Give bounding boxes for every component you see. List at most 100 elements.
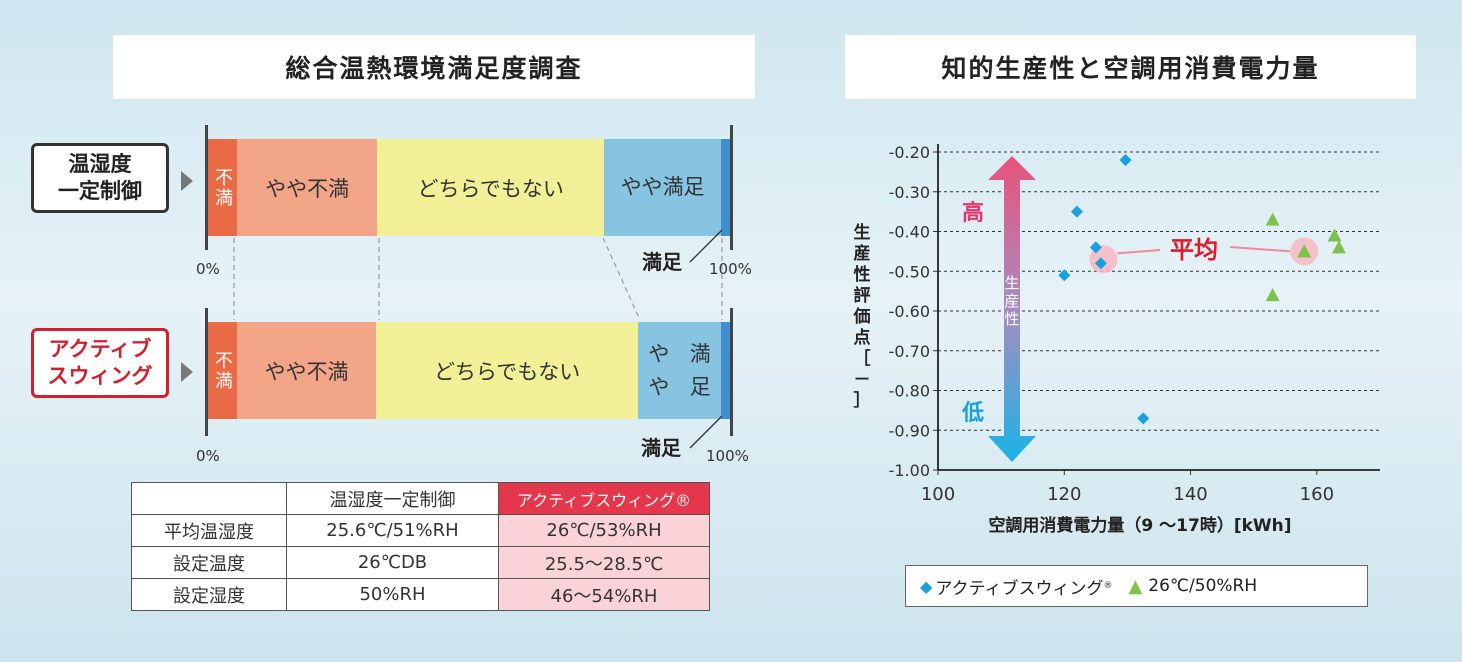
- table-cell: 50%RH: [286, 578, 499, 611]
- data-points: [1058, 153, 1346, 425]
- segment-label-line: 満足: [662, 175, 705, 199]
- x-tick-label: 160: [1300, 484, 1334, 505]
- y-tick-label: -0.30: [889, 183, 930, 202]
- table-cell: 平均温湿度: [131, 514, 287, 547]
- manzoku-label: 満足: [641, 436, 681, 460]
- table-row: 設定湿度 50%RH 46～54%RH: [131, 578, 710, 611]
- axes: -0.20 -0.30 -0.40 -0.50 -0.60 -0.70 -0.80 -0.90…: [889, 143, 1380, 505]
- bar-right-axis: [730, 125, 733, 250]
- diamond-point: [1094, 257, 1107, 270]
- bar-connectors: [233, 229, 723, 449]
- y-axis-label-char: 生: [854, 222, 871, 243]
- table-cell: 設定湿度: [131, 578, 287, 611]
- label-constant-control: 温湿度 一定制御: [31, 143, 169, 213]
- satisfaction-bar-constant: 不満 やや不満 どちらでもない やや 満足: [207, 139, 731, 236]
- y-axis-label-char: －: [854, 370, 871, 390]
- legend-active-swing: アクティブスウィング: [935, 578, 1104, 599]
- bar-segment: やや不満: [236, 322, 377, 419]
- triangle-point: [1265, 212, 1280, 226]
- bar-segment: どちらでもない: [377, 139, 605, 236]
- table-cell: 46～54%RH: [498, 578, 710, 611]
- bar-segment: やや不満: [237, 139, 378, 236]
- y-tick-label: -0.60: [889, 302, 930, 321]
- arrow-label-char: 生: [1004, 274, 1019, 292]
- diamond-icon: ◆: [920, 576, 933, 596]
- arrow-label-char: 産: [1004, 292, 1019, 310]
- y-axis-label-char: 点: [854, 327, 871, 348]
- table-header-cell: [131, 482, 287, 515]
- y-tick-label: -0.50: [889, 262, 930, 281]
- segment-label-line: 満足: [689, 341, 711, 399]
- y-axis-label-char: ］: [854, 390, 871, 411]
- scatter-chart: -0.20 -0.30 -0.40 -0.50 -0.60 -0.70 -0.80 -0.90…: [853, 143, 1380, 536]
- y-axis-label-char: 性: [854, 264, 871, 285]
- bar-segment: [721, 322, 731, 419]
- table-header-cell: アクティブスウィング®: [498, 482, 710, 515]
- y-axis-label-char: 評: [854, 285, 871, 306]
- bar-segment: どちらでもない: [376, 322, 639, 419]
- arrow-label-char: 性: [1004, 310, 1019, 328]
- bar-segment: [720, 139, 731, 236]
- row-arrow-icon: [181, 362, 193, 382]
- pct-100: 100%: [709, 260, 752, 278]
- diamond-point: [1058, 269, 1071, 282]
- segment-label-line: やや: [648, 341, 670, 399]
- bar-left-axis: [205, 125, 208, 250]
- legend-constant: 26℃/50%RH: [1148, 576, 1258, 596]
- table-cell: 25.6℃/51%RH: [286, 514, 499, 547]
- diamond-point: [1070, 205, 1083, 218]
- up-down-arrow-icon: [988, 156, 1036, 462]
- bar-right-axis: [730, 308, 733, 436]
- x-tick-label: 100: [921, 484, 955, 505]
- settings-table: 温湿度一定制御 アクティブスウィング® 平均温湿度 25.6℃/51%RH 26…: [131, 482, 710, 611]
- label-line2: スウィング: [47, 364, 153, 388]
- x-tick-label: 120: [1047, 484, 1081, 505]
- triangle-point: [1331, 240, 1346, 254]
- table-cell: 25.5～28.5℃: [498, 546, 710, 579]
- y-axis-label-char: 産: [854, 243, 871, 264]
- triangle-point: [1265, 288, 1280, 302]
- row-arrow-icon: [181, 171, 193, 191]
- y-axis-label-char: ［: [854, 348, 871, 369]
- pct-100: 100%: [706, 447, 749, 465]
- diamond-point: [1137, 412, 1150, 425]
- right-panel-title: 知的生産性と空調用消費電力量: [845, 35, 1416, 99]
- arrow-low-label: 低: [961, 401, 984, 426]
- table-header-row: 温湿度一定制御 アクティブスウィング®: [131, 482, 710, 515]
- table-cell: 設定温度: [131, 546, 287, 579]
- label-active-swing: アクティブ スウィング: [31, 328, 169, 398]
- y-tick-label: -0.70: [889, 342, 930, 361]
- average-label: 平均: [1170, 236, 1218, 264]
- label-line2: 一定制御: [58, 179, 142, 203]
- x-tick-label: 140: [1173, 484, 1207, 505]
- registered-mark: ®: [1103, 581, 1113, 591]
- bar-segment: 不満: [207, 322, 237, 419]
- y-axis-label-char: 価: [853, 306, 871, 327]
- satisfaction-bar-active: 不満 やや不満 どちらでもない やや 満足: [207, 322, 731, 419]
- average-connector: [1117, 249, 1161, 255]
- bar-left-axis: [205, 308, 208, 436]
- bar-segment: 不満: [207, 139, 238, 236]
- table-row: 平均温湿度 25.6℃/51%RH 26℃/53%RH: [131, 514, 710, 547]
- average-connector: [1229, 246, 1291, 253]
- y-axis-label: 生産性評価点［－］: [853, 222, 871, 411]
- table-cell: 26℃/53%RH: [498, 514, 710, 547]
- y-tick-label: -0.80: [889, 382, 930, 401]
- bar-segment: やや 満足: [604, 139, 721, 236]
- table-row: 設定温度 26℃DB 25.5～28.5℃: [131, 546, 710, 579]
- diamond-point: [1089, 241, 1102, 254]
- left-panel-title: 総合温熱環境満足度調査: [113, 35, 755, 99]
- label-line1: アクティブ: [48, 337, 152, 361]
- table-header-cell: 温湿度一定制御: [286, 482, 499, 515]
- segment-label-line: やや: [620, 175, 663, 199]
- pct-0: 0%: [196, 447, 220, 465]
- triangle-point: [1297, 244, 1312, 258]
- y-tick-label: -0.90: [889, 421, 930, 440]
- y-tick-label: -1.00: [889, 461, 930, 480]
- triangle-point: [1327, 228, 1342, 242]
- table-cell: 26℃DB: [286, 546, 499, 579]
- y-tick-label: -0.40: [889, 223, 930, 242]
- triangle-icon: ▲: [1128, 575, 1143, 597]
- manzoku-label: 満足: [642, 250, 682, 274]
- x-axis-label: 空調用消費電力量（9 ～17時）[kWh]: [988, 515, 1291, 536]
